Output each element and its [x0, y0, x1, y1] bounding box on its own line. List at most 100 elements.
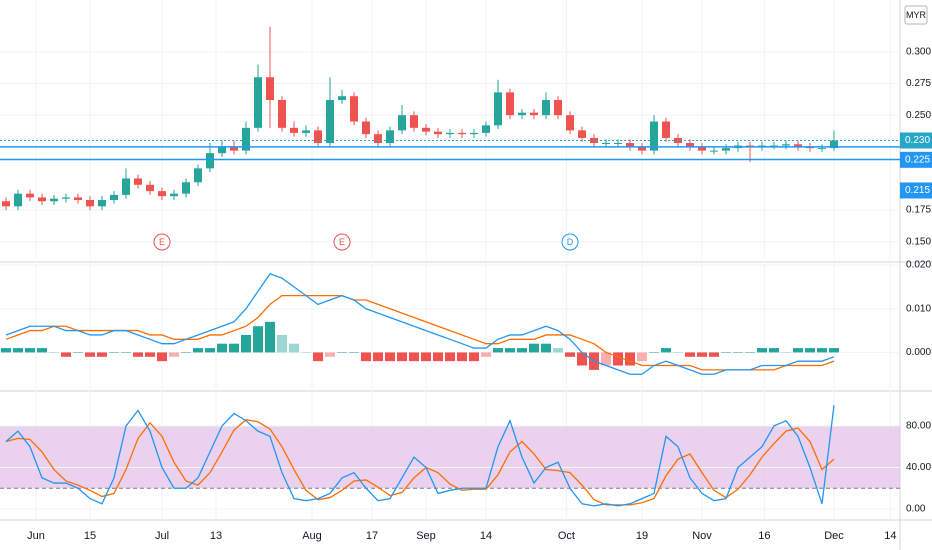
candle-body [74, 197, 82, 200]
candle-body [206, 153, 214, 169]
price-level-box [900, 182, 932, 199]
candle-body [230, 146, 238, 151]
candle-body [278, 99, 286, 128]
macd-line [5, 273, 835, 375]
y-tick-label: 0.010 [906, 303, 931, 314]
candle-body [374, 134, 382, 144]
candle-body [398, 115, 406, 131]
histogram-bar [121, 352, 131, 353]
y-tick-label: 0.020 [906, 260, 931, 271]
candle-body [710, 150, 718, 152]
candle-body [326, 99, 334, 144]
event-label: D [567, 237, 574, 247]
histogram-bar [265, 321, 275, 353]
histogram-bar [757, 348, 767, 353]
histogram-bar [313, 352, 323, 362]
histogram-bar [649, 352, 659, 353]
candle-body [170, 193, 178, 197]
y-tick-label: 0.000 [906, 347, 931, 358]
candle-body [98, 199, 106, 207]
histogram-bar [61, 352, 71, 357]
x-tick-label: Sep [416, 530, 436, 542]
histogram-bar [253, 326, 263, 353]
x-tick-label: 13 [210, 530, 222, 542]
y-tick-label: 0.175 [906, 205, 931, 216]
histogram-bar [337, 352, 347, 353]
price-level-box [900, 151, 932, 168]
histogram-bar [373, 352, 383, 362]
histogram-bar [829, 348, 839, 353]
histogram-bar [613, 352, 623, 366]
histogram-bar [457, 352, 467, 362]
histogram-bar [109, 352, 119, 353]
d-line [5, 419, 835, 506]
candle-body [362, 121, 370, 135]
candle-body [542, 99, 550, 116]
histogram-bar [793, 348, 803, 353]
x-tick-label: 17 [366, 530, 378, 542]
candle-body [86, 199, 94, 207]
overbought-band [0, 425, 900, 489]
histogram-bar [577, 352, 587, 366]
histogram-bar [37, 348, 47, 353]
candle-body [830, 140, 838, 149]
candle-body [350, 96, 358, 122]
histogram-bar [25, 348, 35, 353]
histogram-bar [817, 348, 827, 353]
candle-body [386, 130, 394, 144]
x-tick-label: Oct [558, 530, 575, 542]
candle-body [242, 127, 250, 151]
candle-body [614, 143, 622, 145]
candle-body [722, 148, 730, 151]
candle-body [518, 112, 526, 116]
candle-body [782, 144, 790, 146]
histogram-bar [661, 348, 671, 353]
candle-body [2, 201, 10, 207]
candle-body [338, 96, 346, 100]
candle-body [254, 77, 262, 128]
histogram-bar [229, 343, 239, 353]
candle-body [818, 148, 826, 150]
histogram-bar [181, 352, 191, 353]
histogram-bar [205, 348, 215, 353]
histogram-bar [601, 352, 611, 366]
candle-body [122, 178, 130, 195]
histogram-bar [541, 343, 551, 353]
candle-body [458, 132, 466, 135]
candle-body [698, 146, 706, 151]
histogram-bar [709, 352, 719, 357]
y-tick-label: 0.150 [906, 236, 931, 247]
candle-body [626, 143, 634, 147]
candle-body [410, 115, 418, 128]
currency-box[interactable] [904, 5, 928, 25]
histogram-bar [217, 343, 227, 353]
histogram-bar [193, 348, 203, 353]
histogram-bar [301, 352, 311, 353]
histogram-bar [445, 352, 455, 362]
x-tick-label: Aug [302, 530, 322, 542]
histogram-bar [625, 352, 635, 366]
candle-body [194, 168, 202, 183]
histogram-bar [529, 343, 539, 353]
event-marker [333, 233, 351, 251]
histogram-bar [745, 352, 755, 353]
histogram-bar [157, 352, 167, 362]
histogram-bar [637, 352, 647, 362]
y-tick-label: 80.00 [906, 421, 931, 432]
candle-body [302, 130, 310, 133]
event-marker [561, 233, 579, 251]
x-tick-label: 14 [480, 530, 492, 542]
candle-body [38, 197, 46, 202]
histogram-bar [553, 348, 563, 353]
candle-body [662, 121, 670, 138]
histogram-bar [493, 348, 503, 353]
histogram-bar [433, 352, 443, 362]
histogram-bar [1, 348, 11, 353]
candle-body [266, 77, 274, 100]
histogram-bar [733, 352, 743, 353]
x-tick-label: Jul [155, 530, 169, 542]
k-line [5, 405, 835, 507]
x-tick-label: 14 [884, 530, 896, 542]
candle-body [14, 193, 22, 207]
